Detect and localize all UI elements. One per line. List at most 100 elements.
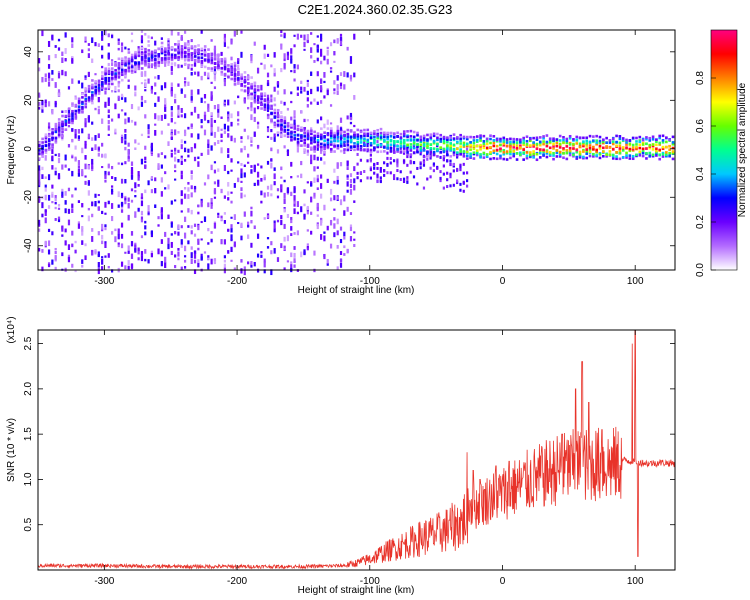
heatmap-cell xyxy=(61,252,64,257)
heatmap-cell xyxy=(346,128,350,132)
heatmap-cell xyxy=(174,265,177,269)
heatmap-cell xyxy=(313,98,316,102)
heatmap-cell xyxy=(91,236,94,242)
heatmap-cell xyxy=(270,269,273,276)
heatmap-cell xyxy=(107,133,110,136)
heatmap-cell xyxy=(293,134,297,137)
heatmap-cell xyxy=(97,254,100,258)
heatmap-cell xyxy=(256,253,260,258)
heatmap-cell xyxy=(81,147,84,154)
heatmap-cell xyxy=(525,139,529,143)
heatmap-cell xyxy=(250,137,253,141)
heatmap-cell xyxy=(137,46,140,51)
heatmap-cell xyxy=(635,145,638,149)
heatmap-cell xyxy=(575,148,579,152)
heatmap-cell xyxy=(213,142,217,146)
heatmap-cell xyxy=(333,168,336,173)
heatmap-cell xyxy=(256,268,260,273)
heatmap-cell xyxy=(376,173,379,177)
heatmap-cell xyxy=(618,141,622,145)
heatmap-cell xyxy=(160,239,163,244)
heatmap-cell xyxy=(280,133,283,137)
heatmap-cell xyxy=(515,138,519,141)
heatmap-cell xyxy=(223,41,226,47)
heatmap-cell xyxy=(120,261,124,267)
heatmap-cell xyxy=(383,135,386,139)
heatmap-cell xyxy=(233,137,236,143)
heatmap-cell xyxy=(170,136,173,140)
heatmap-cell xyxy=(210,112,213,116)
heatmap-cell xyxy=(41,30,44,37)
heatmap-cell xyxy=(462,145,466,148)
heatmap-cell xyxy=(164,107,167,112)
heatmap-cell xyxy=(290,138,293,142)
heatmap-cell xyxy=(389,134,393,138)
heatmap-cell xyxy=(120,233,124,239)
heatmap-cell xyxy=(409,155,412,159)
heatmap-cell xyxy=(94,91,98,95)
heatmap-cell xyxy=(485,137,489,141)
heatmap-cell xyxy=(44,140,48,144)
heatmap-cell xyxy=(124,133,127,140)
heatmap-cell xyxy=(64,164,67,168)
heatmap-cell xyxy=(329,147,333,151)
heatmap-cell xyxy=(339,144,343,147)
heatmap-cell xyxy=(217,179,220,185)
heatmap-cell xyxy=(127,117,130,123)
heatmap-cell xyxy=(237,64,240,71)
heatmap-cell xyxy=(502,142,506,146)
heatmap-cell xyxy=(296,147,299,153)
heatmap-cell xyxy=(114,77,117,80)
heatmap-cell xyxy=(190,225,193,229)
heatmap-cell xyxy=(376,128,380,132)
heatmap-cell xyxy=(273,103,277,107)
heatmap-cell xyxy=(346,160,349,167)
heatmap-cell xyxy=(230,56,233,61)
heatmap-cell xyxy=(154,123,157,126)
heatmap-cell xyxy=(376,175,379,179)
heatmap-cell xyxy=(313,147,316,151)
heatmap-cell xyxy=(465,135,469,139)
heatmap-cell xyxy=(316,140,320,144)
heatmap-cell xyxy=(502,140,506,143)
heatmap-cell xyxy=(81,107,84,111)
heatmap-cell xyxy=(316,145,320,148)
heatmap-cell xyxy=(303,86,306,92)
heatmap-cell xyxy=(147,65,151,69)
heatmap-cell xyxy=(641,147,645,151)
heatmap-cell xyxy=(104,76,107,80)
heatmap-cell xyxy=(223,263,226,268)
heatmap-cell xyxy=(329,219,333,226)
heatmap-cell xyxy=(392,146,396,150)
heatmap-cell xyxy=(429,143,433,146)
heatmap-cell xyxy=(598,135,602,139)
heatmap-cell xyxy=(150,189,154,194)
heatmap-cell xyxy=(631,147,635,151)
heatmap-cell xyxy=(101,118,104,124)
heatmap-cell xyxy=(379,180,382,184)
heatmap-cell xyxy=(383,169,386,173)
heatmap-cell xyxy=(140,255,144,262)
heatmap-cell xyxy=(210,39,213,42)
heatmap-cell xyxy=(101,240,104,245)
heatmap-cell xyxy=(170,129,173,136)
heatmap-cell xyxy=(306,145,310,148)
heatmap-cell xyxy=(532,143,535,147)
heatmap-cell xyxy=(449,159,452,163)
heatmap-cell xyxy=(326,58,329,65)
heatmap-cell xyxy=(379,150,383,153)
heatmap-cell xyxy=(107,67,111,71)
heatmap-cell xyxy=(213,258,217,261)
heatmap-cell xyxy=(44,187,47,192)
heatmap-cell xyxy=(41,137,44,141)
heatmap-cell xyxy=(638,154,642,157)
heatmap-cell xyxy=(562,138,565,142)
heatmap-cell xyxy=(237,70,240,74)
heatmap-cell xyxy=(585,136,589,140)
heatmap-cell xyxy=(210,95,213,101)
heatmap-cell xyxy=(532,136,535,140)
heatmap-cell xyxy=(247,261,250,265)
heatmap-cell xyxy=(97,89,101,92)
heatmap-cell xyxy=(200,47,204,51)
heatmap-cell xyxy=(154,61,157,64)
